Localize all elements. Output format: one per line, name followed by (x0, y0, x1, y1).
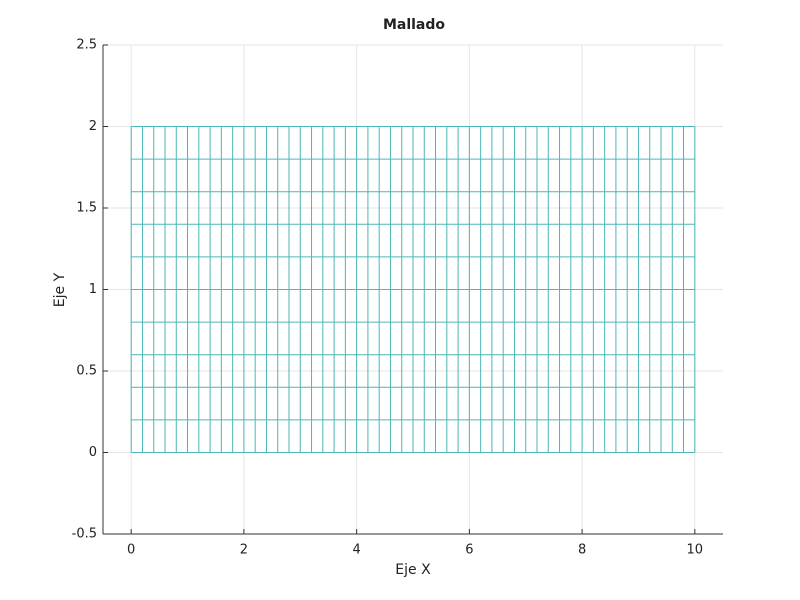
y-tick-label: 1.5 (76, 201, 97, 216)
x-tick-label: 8 (578, 543, 586, 558)
x-axis-label: Eje X (395, 562, 431, 578)
x-tick-label: 0 (127, 543, 135, 558)
y-axis-label: Eje Y (52, 272, 68, 307)
y-tick-label: 0 (89, 445, 97, 460)
x-tick-label: 10 (687, 543, 704, 558)
chart-title: Mallado (383, 17, 445, 33)
x-tick-label: 2 (240, 543, 248, 558)
y-tick-label: 0.5 (76, 364, 97, 379)
x-tick-label: 4 (352, 543, 360, 558)
y-tick-label: 2.5 (76, 38, 97, 53)
x-tick-label: 6 (465, 543, 473, 558)
y-tick-label: 2 (89, 119, 97, 134)
y-tick-label: 1 (89, 282, 97, 297)
y-tick-label: -0.5 (72, 527, 97, 542)
